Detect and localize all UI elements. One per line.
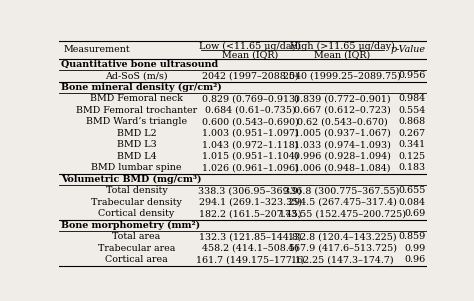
Text: p-Value: p-Value (391, 45, 426, 54)
Text: BMD Femoral trochanter: BMD Femoral trochanter (76, 106, 197, 115)
Text: 0.96: 0.96 (405, 255, 426, 264)
Text: 0.183: 0.183 (399, 163, 426, 172)
Text: Bone mineral density (gr/cm²): Bone mineral density (gr/cm²) (61, 83, 221, 92)
Text: 182.2 (161.5–207.45): 182.2 (161.5–207.45) (199, 209, 301, 218)
Text: 132.8 (120.4–143.225): 132.8 (120.4–143.225) (288, 232, 396, 241)
Text: 0.859: 0.859 (399, 232, 426, 241)
Text: 0.600 (0.543–0.690): 0.600 (0.543–0.690) (202, 117, 299, 126)
Text: 1.006 (0.948–1.084): 1.006 (0.948–1.084) (294, 163, 391, 172)
Text: High (>11.65 μg/day): High (>11.65 μg/day) (290, 42, 394, 51)
Text: 1.015 (0.951–1.104): 1.015 (0.951–1.104) (202, 152, 299, 161)
Text: BMD L2: BMD L2 (117, 129, 156, 138)
Text: 0.667 (0.612–0.723): 0.667 (0.612–0.723) (294, 106, 391, 115)
Text: Volumetric BMD (mg/cm³): Volumetric BMD (mg/cm³) (61, 175, 201, 184)
Text: 0.084: 0.084 (399, 198, 426, 207)
Text: 1.003 (0.951–1.097): 1.003 (0.951–1.097) (202, 129, 299, 138)
Text: Mean (IQR): Mean (IQR) (314, 50, 370, 59)
Text: Quantitative bone ultrasound: Quantitative bone ultrasound (61, 60, 218, 69)
Text: 458.2 (414.1–508.5): 458.2 (414.1–508.5) (202, 244, 299, 253)
Text: 0.267: 0.267 (399, 129, 426, 138)
Text: Bone morphometry (mm²): Bone morphometry (mm²) (61, 221, 200, 230)
Text: 338.3 (306.95–369.9): 338.3 (306.95–369.9) (199, 186, 302, 195)
Text: 0.829 (0.769–0.913): 0.829 (0.769–0.913) (202, 94, 299, 103)
Text: 162.25 (147.3–174.7): 162.25 (147.3–174.7) (291, 255, 393, 264)
Text: 1.033 (0.974–1.093): 1.033 (0.974–1.093) (294, 140, 391, 149)
Text: 294.1 (269.1–323.35): 294.1 (269.1–323.35) (199, 198, 302, 207)
Text: 1.043 (0.972–1.118): 1.043 (0.972–1.118) (202, 140, 299, 149)
Text: 467.9 (417.6–513.725): 467.9 (417.6–513.725) (288, 244, 397, 253)
Text: Measurement: Measurement (64, 45, 130, 54)
Text: 161.7 (149.175–177.1): 161.7 (149.175–177.1) (196, 255, 305, 264)
Text: Ad-SoS (m/s): Ad-SoS (m/s) (105, 71, 168, 80)
Text: Mean (IQR): Mean (IQR) (222, 50, 278, 59)
Text: 0.984: 0.984 (399, 94, 426, 103)
Text: 173.55 (152.475–200.725): 173.55 (152.475–200.725) (279, 209, 406, 218)
Text: 132.3 (121.85–144.8): 132.3 (121.85–144.8) (199, 232, 301, 241)
Text: 294.5 (267.475–317.4): 294.5 (267.475–317.4) (288, 198, 397, 207)
Text: 0.69: 0.69 (405, 209, 426, 218)
Text: 0.62 (0.543–0.670): 0.62 (0.543–0.670) (297, 117, 387, 126)
Text: 2040 (1999.25–2089.75): 2040 (1999.25–2089.75) (283, 71, 401, 80)
Text: 0.996 (0.928–1.094): 0.996 (0.928–1.094) (294, 152, 391, 161)
Text: Total area: Total area (112, 232, 161, 241)
Text: Cortical area: Cortical area (105, 255, 168, 264)
Text: 0.956: 0.956 (399, 71, 426, 80)
Text: 0.99: 0.99 (405, 244, 426, 253)
Text: Low (<11.65 μg/day): Low (<11.65 μg/day) (200, 42, 301, 51)
Text: 1.026 (0.961–1.096): 1.026 (0.961–1.096) (202, 163, 299, 172)
Text: 2042 (1997–2088.5): 2042 (1997–2088.5) (202, 71, 299, 80)
Text: 0.341: 0.341 (399, 140, 426, 149)
Text: Trabecular density: Trabecular density (91, 198, 182, 207)
Text: 336.8 (300.775–367.55): 336.8 (300.775–367.55) (284, 186, 400, 195)
Text: BMD Femoral neck: BMD Femoral neck (90, 94, 183, 103)
Text: 0.684 (0.61–0.735): 0.684 (0.61–0.735) (205, 106, 296, 115)
Text: 0.868: 0.868 (399, 117, 426, 126)
Text: BMD Ward’s triangle: BMD Ward’s triangle (86, 117, 187, 126)
Text: 0.839 (0.772–0.901): 0.839 (0.772–0.901) (294, 94, 391, 103)
Text: BMD L4: BMD L4 (117, 152, 156, 161)
Text: BMD lumbar spine: BMD lumbar spine (91, 163, 182, 172)
Text: 0.554: 0.554 (399, 106, 426, 115)
Text: Trabecular area: Trabecular area (98, 244, 175, 253)
Text: BMD L3: BMD L3 (117, 140, 156, 149)
Text: Total density: Total density (106, 186, 167, 195)
Text: 1.005 (0.937–1.067): 1.005 (0.937–1.067) (294, 129, 391, 138)
Text: Cortical density: Cortical density (98, 209, 174, 218)
Text: 0.125: 0.125 (399, 152, 426, 161)
Text: 0.655: 0.655 (399, 186, 426, 195)
